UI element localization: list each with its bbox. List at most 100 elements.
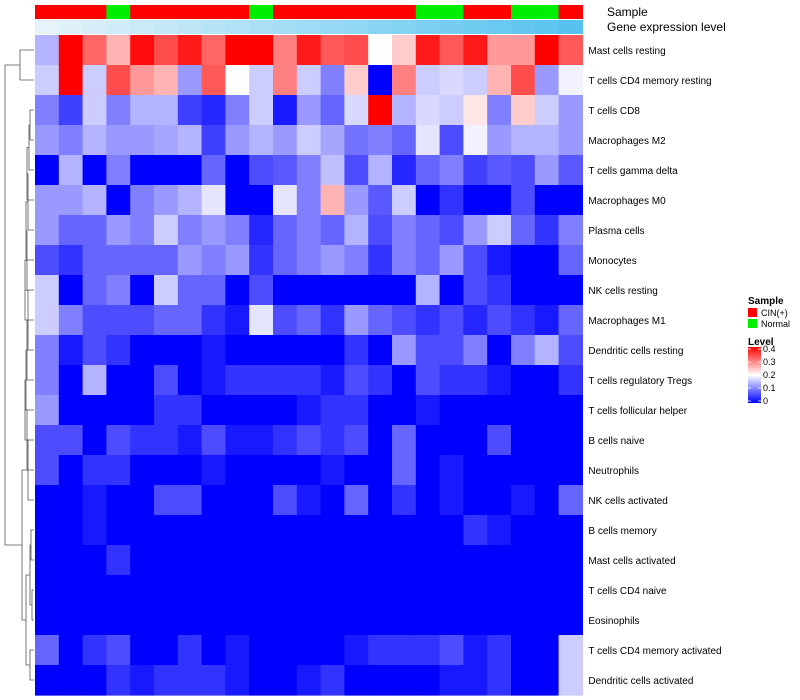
heatmap-cell [177, 185, 203, 216]
heatmap-cell [273, 35, 298, 66]
heatmap-cell [177, 275, 203, 306]
legend-sample-title: Sample [748, 296, 784, 307]
heatmap-cell [463, 95, 488, 126]
legend-tick-label: 0.3 [763, 357, 776, 367]
heatmap-cell [130, 575, 155, 606]
heatmap-cell [296, 245, 322, 276]
row-label: T cells follicular helper [588, 406, 687, 417]
heatmap-cell [106, 635, 131, 666]
heatmap-cell [439, 575, 464, 606]
heatmap-cell [511, 305, 536, 336]
row-label: B cells memory [588, 526, 656, 537]
sample-annotation-cell [154, 5, 179, 19]
heatmap-cell [273, 575, 298, 606]
heatmap-cell [415, 395, 441, 426]
heatmap-cell [534, 605, 560, 636]
heatmap-cell [249, 65, 274, 96]
heatmap-cell [249, 275, 274, 306]
sample-annotation-label: Sample [607, 5, 648, 19]
heatmap-cell [320, 365, 345, 396]
heatmap-cell [130, 605, 155, 636]
heatmap-cell [82, 605, 107, 636]
heatmap-cell [249, 305, 274, 336]
heatmap-cell [82, 125, 107, 156]
heatmap-cell [35, 275, 60, 306]
heatmap-cell [201, 275, 226, 306]
expression-annotation-cell [534, 20, 560, 34]
heatmap-cell [130, 35, 155, 66]
heatmap-cell [296, 515, 322, 546]
heatmap-cell [273, 335, 298, 366]
heatmap-cell [249, 395, 274, 426]
heatmap-cell [415, 215, 441, 246]
sample-annotation-cell [344, 5, 369, 19]
heatmap-cell [368, 275, 393, 306]
heatmap-cell [201, 155, 226, 186]
heatmap-cell [487, 305, 512, 336]
heatmap-cell [154, 575, 179, 606]
heatmap-cell [130, 455, 155, 486]
heatmap-cell [58, 335, 84, 366]
heatmap-cell [439, 215, 464, 246]
expression-annotation-cell [368, 20, 393, 34]
heatmap-cell [558, 455, 583, 486]
heatmap-cell [154, 335, 179, 366]
heatmap-cell [273, 515, 298, 546]
heatmap-cell [320, 335, 345, 366]
heatmap-cell [511, 665, 536, 696]
heatmap-cell [273, 155, 298, 186]
heatmap-cell [225, 485, 250, 516]
heatmap-cell [320, 515, 345, 546]
heatmap-cell [511, 275, 536, 306]
heatmap-cell [320, 665, 345, 696]
heatmap-cell [534, 305, 560, 336]
heatmap-cell [392, 35, 417, 66]
sample-annotation-cell [392, 5, 417, 19]
heatmap-cell [58, 515, 84, 546]
heatmap-cell [201, 455, 226, 486]
heatmap-cell [249, 455, 274, 486]
heatmap-cell [154, 65, 179, 96]
heatmap-cell [392, 425, 417, 456]
heatmap-cell [35, 575, 60, 606]
heatmap-cell [320, 635, 345, 666]
heatmap-cell [296, 635, 322, 666]
sample-annotation-cell [320, 5, 345, 19]
heatmap-cell [511, 335, 536, 366]
heatmap-cell [296, 215, 322, 246]
heatmap-cell [296, 335, 322, 366]
heatmap-cell [511, 455, 536, 486]
heatmap-cell [511, 245, 536, 276]
heatmap-cell [58, 575, 84, 606]
heatmap-cell [130, 395, 155, 426]
heatmap-cell [392, 275, 417, 306]
heatmap-cell [439, 665, 464, 696]
heatmap-cell [344, 395, 369, 426]
heatmap-cell [487, 395, 512, 426]
heatmap-cell [344, 95, 369, 126]
heatmap-cell [225, 455, 250, 486]
heatmap-cell [487, 485, 512, 516]
heatmap-cell [487, 245, 512, 276]
heatmap-cell [154, 245, 179, 276]
heatmap-cell [273, 65, 298, 96]
heatmap-cell [82, 215, 107, 246]
dendrogram-branch [31, 589, 34, 621]
legend-tick-label: 0.1 [763, 383, 776, 393]
heatmap-cell [511, 485, 536, 516]
heatmap-cell [415, 605, 441, 636]
heatmap-cell [534, 65, 560, 96]
heatmap-cell [558, 605, 583, 636]
heatmap-cell [201, 395, 226, 426]
heatmap-cell [463, 125, 488, 156]
heatmap-cell [35, 395, 60, 426]
heatmap-cell [106, 395, 131, 426]
expression-annotation-cell [487, 20, 512, 34]
heatmap-cell [320, 65, 345, 96]
heatmap-cell [392, 455, 417, 486]
heatmap-cell [487, 335, 512, 366]
heatmap-cell [201, 245, 226, 276]
heatmap-cell [130, 125, 155, 156]
row-label: Monocytes [588, 256, 636, 267]
heatmap-cell [201, 575, 226, 606]
